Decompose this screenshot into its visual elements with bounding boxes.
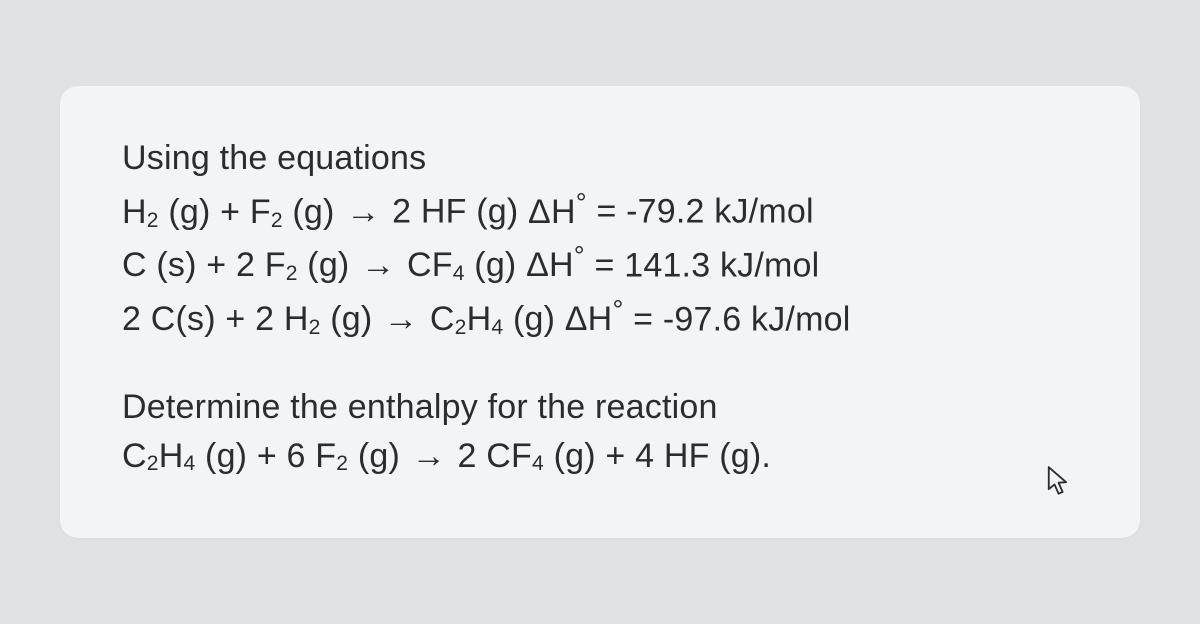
eq2-dh-value: 141.3 kJ/mol xyxy=(624,246,819,284)
equation-3: 2 C(s) + 2 H2 (g) → C2H4 (g) ΔH° = -97.6… xyxy=(122,290,1078,344)
eq3-dh-label: ΔH° xyxy=(565,300,633,338)
spacer xyxy=(122,343,1078,383)
arrow-icon: → xyxy=(361,241,395,289)
prompt-text: Determine the enthalpy for the reaction xyxy=(122,383,1078,431)
eq2-lhs: C (s) + 2 F2 (g) xyxy=(122,246,349,284)
eq2-dh-label: ΔH° xyxy=(526,246,594,284)
question-card: Using the equations H2 (g) + F2 (g) → 2 … xyxy=(60,86,1140,538)
eq3-dh-value: -97.6 kJ/mol xyxy=(663,300,851,338)
eq1-lhs: H2 (g) + F2 (g) xyxy=(122,193,335,231)
arrow-icon: → xyxy=(346,188,380,236)
target-lhs: C2H4 (g) + 6 F2 (g) xyxy=(122,437,400,475)
eq3-lhs: 2 C(s) + 2 H2 (g) xyxy=(122,300,372,338)
equation-2: C (s) + 2 F2 (g) → CF4 (g) ΔH° = 141.3 k… xyxy=(122,236,1078,290)
arrow-icon: → xyxy=(384,295,418,343)
intro-text: Using the equations xyxy=(122,134,1078,182)
equation-1: H2 (g) + F2 (g) → 2 HF (g) ΔH° = -79.2 k… xyxy=(122,182,1078,236)
eq3-rhs: C2H4 (g) xyxy=(430,300,555,338)
eq2-rhs: CF4 (g) xyxy=(407,246,516,284)
eq1-rhs: 2 HF (g) xyxy=(392,193,518,231)
eq1-dh-value: -79.2 kJ/mol xyxy=(626,193,814,231)
eq1-dh-label: ΔH° xyxy=(528,193,596,231)
target-reaction: C2H4 (g) + 6 F2 (g) → 2 CF4 (g) + 4 HF (… xyxy=(122,432,1078,480)
target-rhs: 2 CF4 (g) + 4 HF (g). xyxy=(458,437,772,475)
arrow-icon: → xyxy=(412,432,446,480)
cursor-icon xyxy=(1046,466,1070,496)
